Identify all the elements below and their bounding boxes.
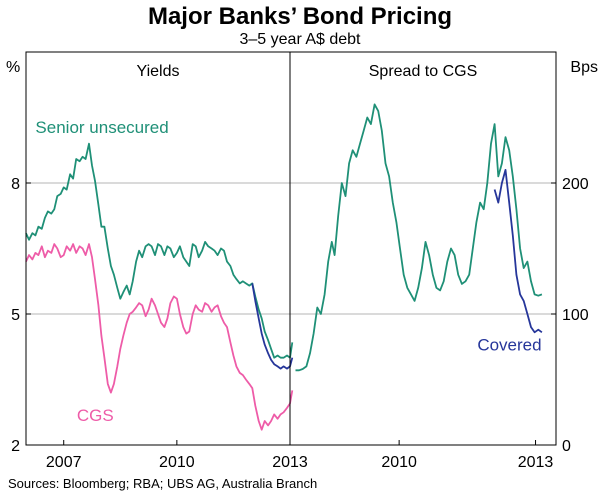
panel-title: Spread to CGS [369,63,478,80]
series-line-senior-unsecured [295,103,543,372]
y-tick-label: 8 [11,176,20,193]
x-tick-label: 2013 [272,454,308,471]
unit-label: % [6,59,20,76]
panel-yields: 2 5 8 2007 2010 2013% Yields Senior unsecured CG… [6,59,308,471]
panel-title: Yields [137,63,180,80]
chart-subtitle: 3–5 year A$ debt [240,31,362,48]
chart-title: Major Banks’ Bond Pricing [148,3,452,30]
series-line-senior-unsecured [25,142,294,359]
y-tick-label: 100 [562,307,589,324]
y-tick-label: 200 [562,176,589,193]
y-tick-label: 0 [562,438,571,455]
x-tick-label: 2007 [46,454,82,471]
series-label-senior-unsecured: Senior unsecured [35,118,168,137]
y-tick-label: 2 [11,438,20,455]
series-label-covered: Covered [477,336,541,355]
plot-frame [25,51,557,446]
series-line-covered [493,169,543,334]
x-tick-label: 2013 [518,454,554,471]
series-line-cgs [25,243,294,431]
chart-source: Sources: Bloomberg; RBA; UBS AG, Austral… [8,476,317,491]
x-tick-label: 2010 [381,454,417,471]
series-line-covered [251,283,294,370]
series-label-cgs: CGS [77,406,114,425]
unit-label: Bps [570,59,598,76]
panel-spread: 0 100 200 2010 2013 Bps Spread to CGS Covered [290,59,598,471]
y-tick-label: 5 [11,307,20,324]
x-tick-label: 2010 [159,454,195,471]
